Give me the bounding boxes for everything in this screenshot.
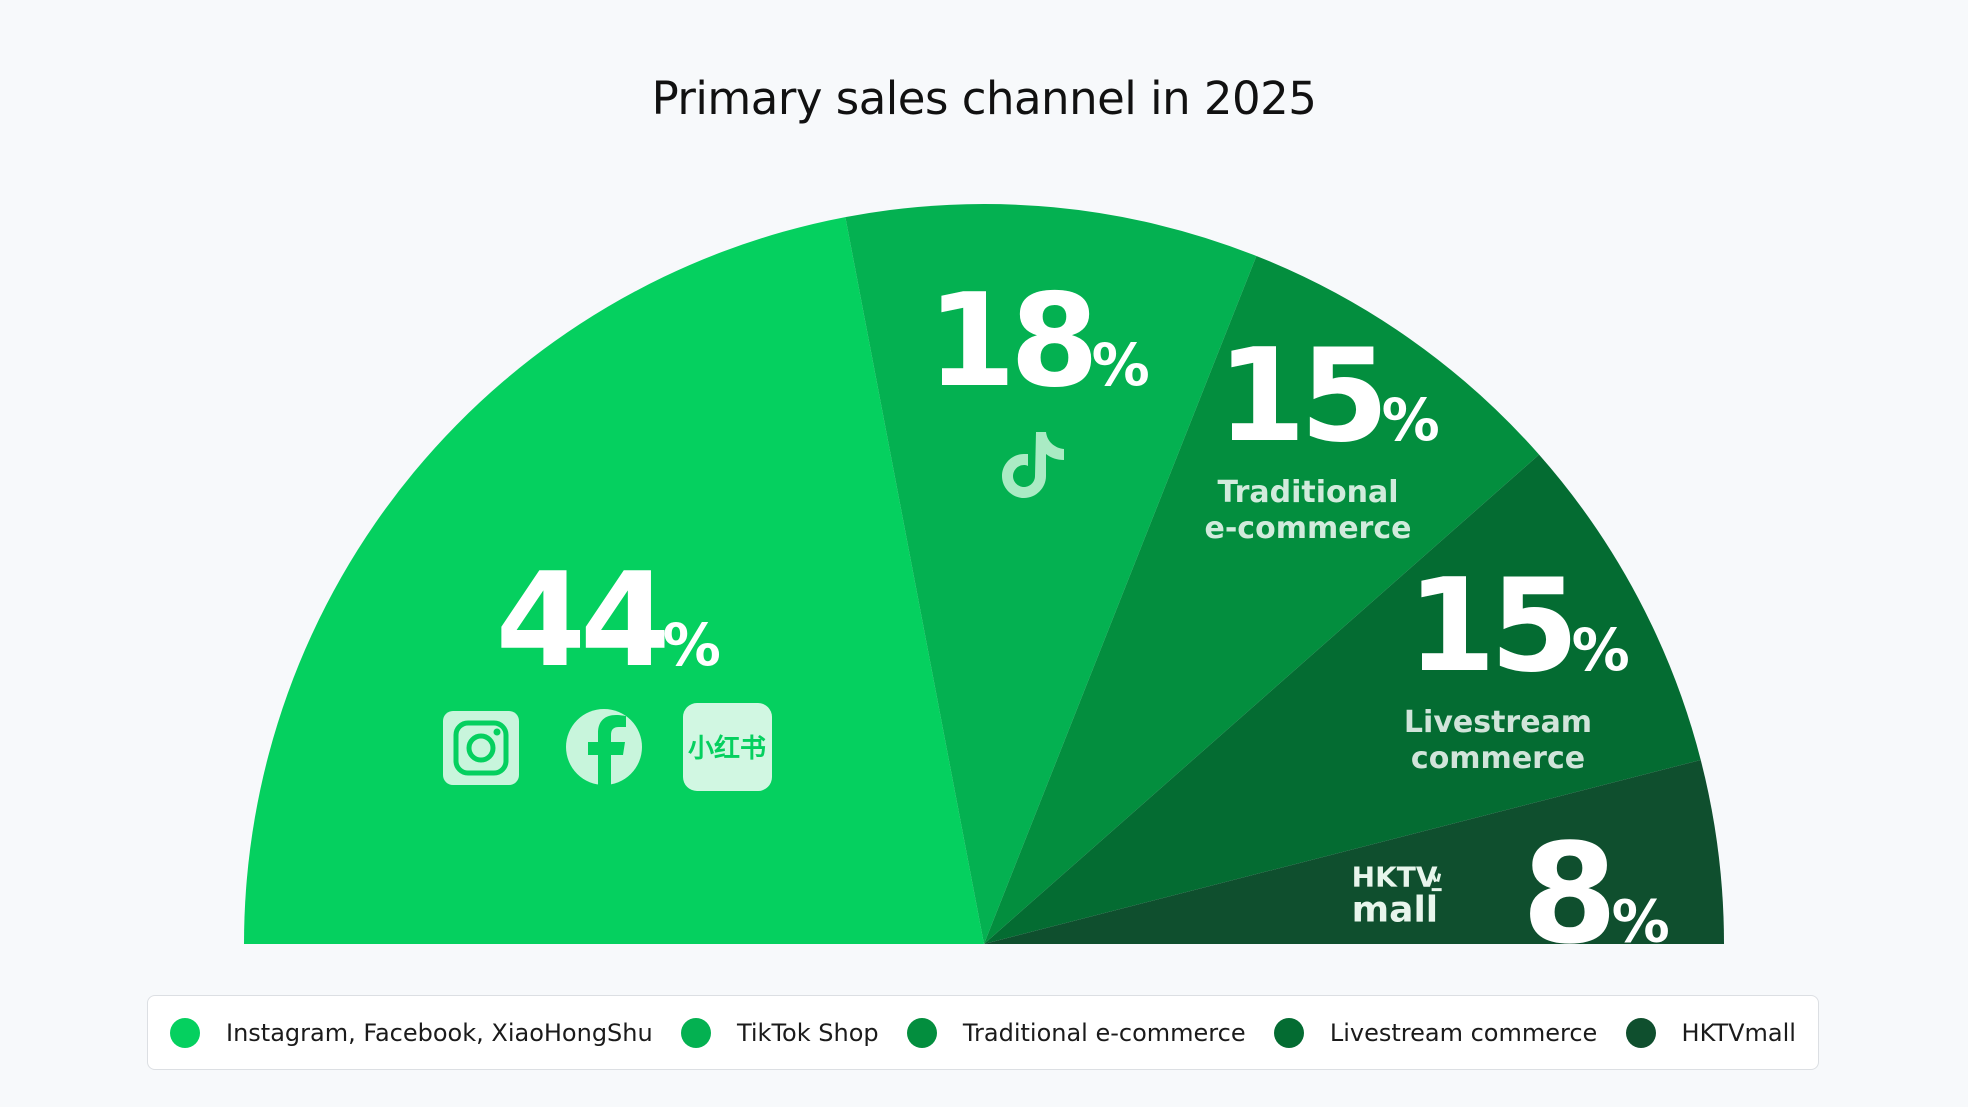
slice-livestream-commerce — [984, 454, 1701, 944]
percent-sign: % — [1612, 888, 1670, 956]
slice-label-hktvmall: 8 % HKTVmall — [1352, 814, 1670, 960]
legend-swatch — [1625, 1017, 1656, 1048]
percent-sign: % — [663, 611, 721, 679]
slice-instagram-facebook-xiaohongshu — [244, 217, 984, 945]
legend-item-livestream-commerce: Livestream commerce — [1273, 1017, 1598, 1048]
hktvmall-spark — [1430, 871, 1442, 892]
slice-tiktok-shop — [845, 204, 1257, 944]
slice-value: 15 — [1407, 552, 1573, 701]
xiaohongshu-logo-text: 小红书 — [688, 733, 766, 764]
slice-label-instagram-facebook-xiaohongshu: 44% 小红书 — [443, 544, 772, 791]
legend-label: HKTVmall — [1681, 1018, 1796, 1047]
percent-sign: % — [1092, 331, 1150, 399]
percent-sign: % — [1572, 616, 1630, 684]
facebook-icon — [566, 709, 642, 785]
tiktok-icon — [1002, 432, 1064, 498]
chart-legend: Instagram, Facebook, XiaoHongShu TikTok S… — [147, 995, 1819, 1070]
slice-caption: Livestream — [1404, 705, 1592, 740]
legend-swatch — [1273, 1017, 1304, 1048]
slice-hktvmall — [984, 759, 1724, 944]
instagram-icon — [443, 711, 519, 785]
legend-swatch — [906, 1017, 937, 1048]
hktvmall-logo-top: HKTV — [1352, 861, 1438, 894]
legend-item-tiktok-shop: TikTok Shop — [680, 1017, 879, 1048]
legend-label: Livestream commerce — [1329, 1018, 1598, 1047]
chart-title: Primary sales channel in 2025 — [651, 72, 1317, 125]
hktvmall-logo-bottom: mall — [1352, 890, 1438, 931]
legend-label: TikTok Shop — [736, 1018, 879, 1047]
slice-caption: commerce — [1411, 741, 1585, 776]
legend-swatch — [170, 1017, 200, 1048]
percent-sign: % — [1382, 386, 1440, 454]
slice-value: 8 — [1522, 814, 1612, 960]
xiaohongshu-icon: 小红书 — [683, 703, 772, 791]
hktvmall-logo: HKTVmall — [1352, 861, 1442, 931]
slice-value: 18 — [927, 267, 1093, 416]
legend-label: Instagram, Facebook, XiaoHongShu — [226, 1018, 653, 1047]
slice-caption: e-commerce — [1205, 511, 1412, 546]
legend-item-traditional-e-commerce: Traditional e-commerce — [906, 1017, 1246, 1048]
slice-value: 15 — [1217, 322, 1383, 471]
legend-item-instagram-facebook-xiaohongshu: Instagram, Facebook, XiaoHongShu — [170, 1017, 653, 1048]
legend-item-hktvmall: HKTVmall — [1625, 1017, 1796, 1048]
slice-traditional-e-commerce — [984, 255, 1540, 945]
slice-value: 44 — [496, 544, 665, 696]
slice-label-tiktok-shop: 18% — [927, 267, 1150, 498]
legend-swatch — [680, 1017, 711, 1048]
legend-label: Traditional e-commerce — [962, 1018, 1246, 1047]
slice-caption: Traditional — [1217, 475, 1398, 510]
